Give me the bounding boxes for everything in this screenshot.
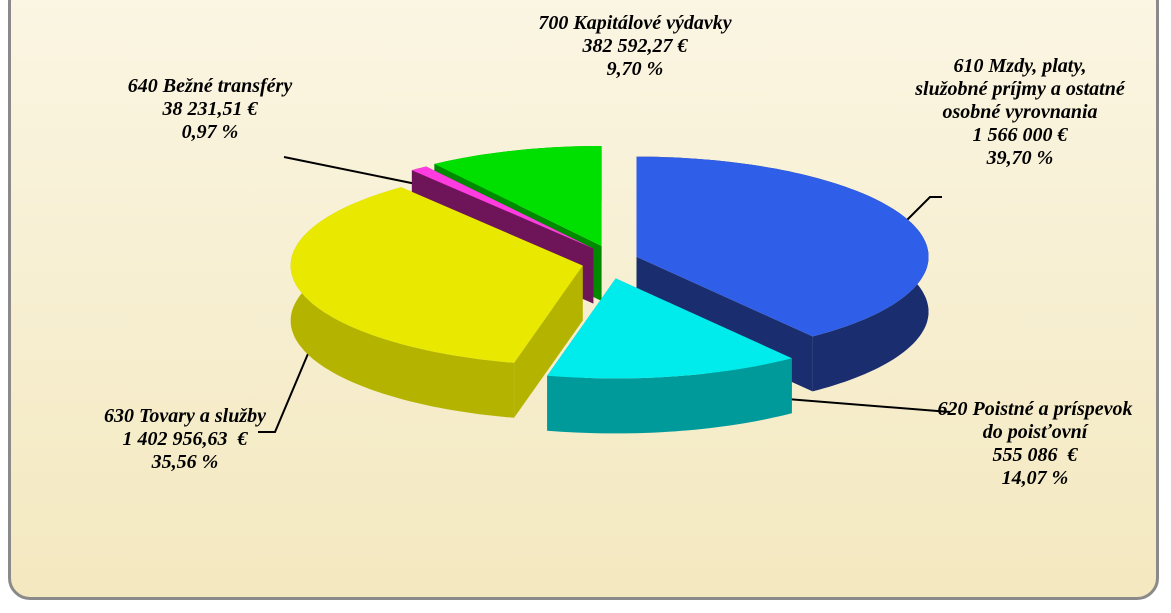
slice: [434, 146, 602, 246]
label-percent: 0,97 %: [181, 121, 239, 143]
data-label: 700 Kapitálové výdavky 382 592,27 €9,70 %: [520, 12, 750, 81]
label-name: 700 Kapitálové výdavky: [538, 12, 732, 34]
label-name: 610 Mzdy, platy, služobné príjmy a ostat…: [915, 55, 1125, 123]
slice: [290, 187, 583, 363]
data-label: 630 Tovary a služby 1 402 956,63 €35,56 %: [80, 405, 290, 474]
data-label: 620 Poistné a príspevok do poisťovní 555 …: [935, 398, 1135, 490]
slices: [290, 146, 929, 434]
slice: [636, 156, 929, 337]
label-name: 630 Tovary a služby: [103, 405, 267, 427]
label-amount: 38 231,51 €: [162, 98, 258, 120]
leader-line: [258, 329, 319, 433]
chart-panel: [8, 0, 1159, 600]
label-percent: 14,07 %: [1001, 467, 1069, 489]
label-amount: 382 592,27 €: [582, 35, 688, 57]
label-percent: 39,70 %: [986, 147, 1054, 169]
label-name: 620 Poistné a príspevok do poisťovní: [937, 398, 1133, 443]
label-amount: 1 402 956,63 €: [122, 428, 248, 450]
label-percent: 9,70 %: [606, 58, 664, 80]
slice: [547, 278, 792, 379]
label-amount: 1 566 000 €: [972, 124, 1068, 146]
data-label: 610 Mzdy, platy, služobné príjmy a ostat…: [915, 55, 1125, 170]
data-label: 640 Bežné transféry 38 231,51 €0,97 %: [120, 75, 300, 144]
leader-line: [904, 196, 942, 223]
label-amount: 555 086 €: [992, 444, 1078, 466]
label-name: 640 Bežné transféry: [127, 75, 293, 97]
slice: [411, 166, 594, 249]
label-percent: 35,56 %: [151, 451, 219, 473]
slice-side: [547, 358, 792, 434]
leader-line: [283, 156, 427, 187]
